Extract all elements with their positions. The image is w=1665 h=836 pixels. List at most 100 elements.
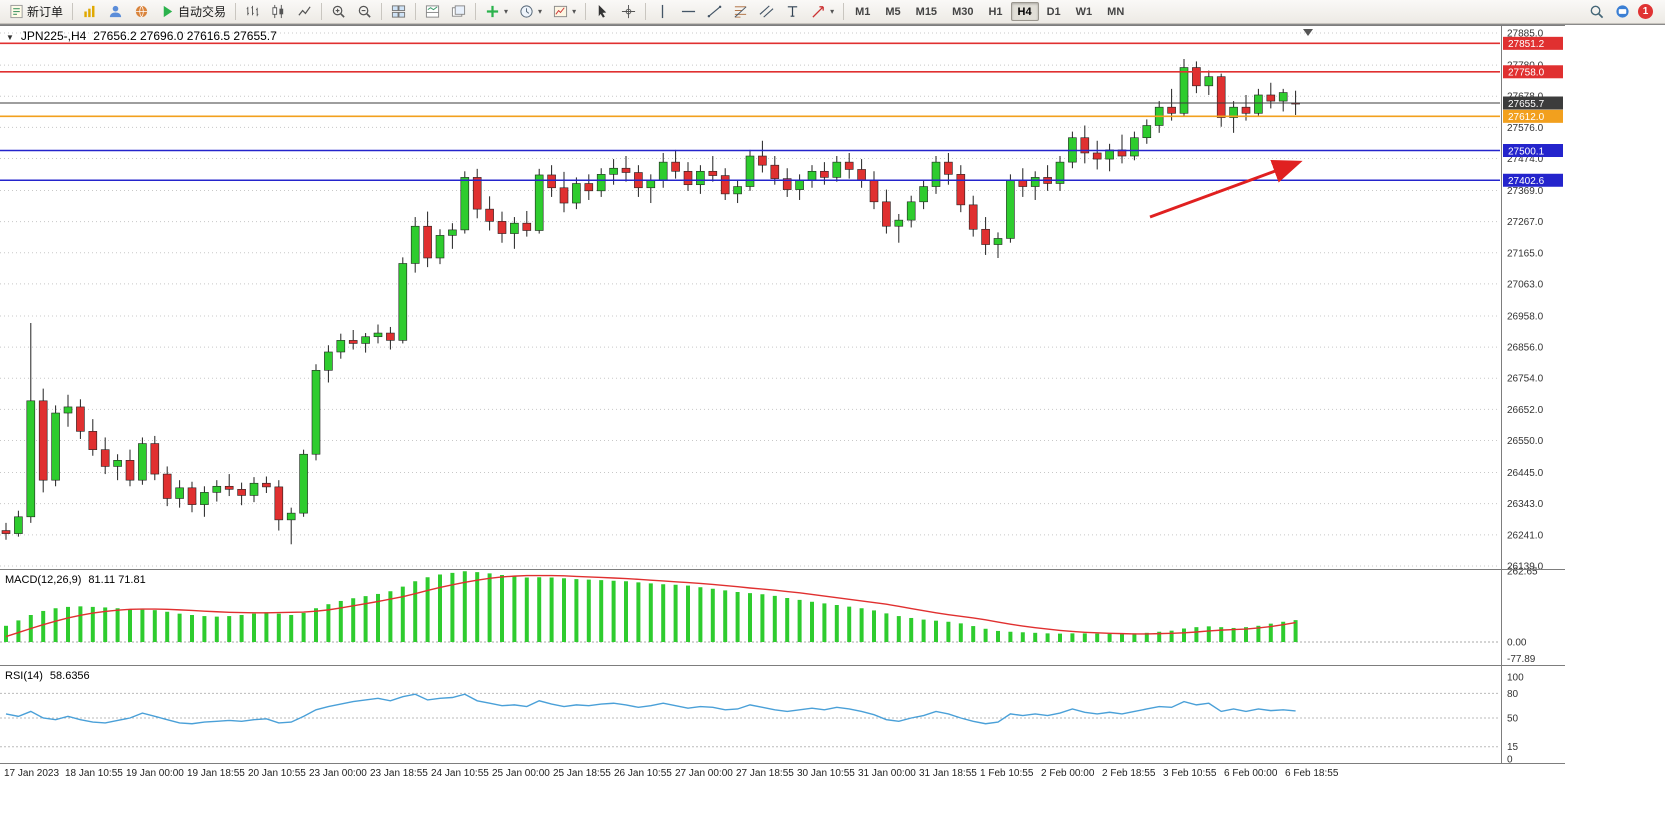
time-tick-label: 30 Jan 10:55 bbox=[797, 768, 855, 779]
channel-button[interactable] bbox=[754, 1, 779, 22]
candle-up bbox=[14, 516, 23, 534]
candle-down bbox=[758, 155, 767, 166]
macd-signal-line bbox=[5, 574, 1296, 638]
support-line-upper-flag-text: 27500.1 bbox=[1508, 146, 1545, 157]
arrows-icon bbox=[811, 4, 826, 19]
candle-down bbox=[522, 222, 532, 231]
support-line-upper-flag[interactable] bbox=[1503, 144, 1563, 158]
candle-up bbox=[795, 180, 804, 190]
toolbar-separator bbox=[381, 3, 383, 20]
timeframe-d1-button[interactable]: D1 bbox=[1040, 2, 1068, 21]
candle-up bbox=[1278, 92, 1288, 102]
cursor-button[interactable] bbox=[590, 1, 615, 22]
line-chart-button[interactable] bbox=[292, 1, 317, 22]
candle-down bbox=[1, 530, 11, 534]
autotrading-button[interactable]: 自动交易 bbox=[155, 1, 231, 22]
community-button[interactable] bbox=[129, 1, 154, 22]
rsi-pane: 100 80 50 15 0 bbox=[0, 673, 1524, 766]
candle-down bbox=[38, 400, 48, 481]
new-order-icon bbox=[9, 4, 24, 19]
candle-up bbox=[1055, 161, 1065, 184]
price-tick-label: 26856.0 bbox=[1507, 343, 1544, 354]
time-tick-label: 27 Jan 00:00 bbox=[675, 768, 733, 779]
chart-window[interactable]: 262.650.00-77.89100805015027885.027780.0… bbox=[0, 24, 1665, 784]
trendline-icon bbox=[707, 4, 722, 19]
timeframe-m30-button[interactable]: M30 bbox=[945, 2, 980, 21]
text-button[interactable] bbox=[780, 1, 805, 22]
candle-down bbox=[770, 164, 780, 179]
notification-badge[interactable]: 1 bbox=[1638, 4, 1653, 19]
timeframe-m1-button[interactable]: M1 bbox=[848, 2, 877, 21]
bar-chart-button[interactable] bbox=[240, 1, 265, 22]
candle-down bbox=[262, 482, 271, 488]
timeframe-mn-button[interactable]: MN bbox=[1100, 2, 1131, 21]
support-line-lower-flag[interactable] bbox=[1503, 173, 1563, 187]
dropdown-caret-icon: ▾ bbox=[504, 7, 509, 16]
candle-up bbox=[1229, 106, 1238, 118]
horizontal-line-button[interactable] bbox=[676, 1, 701, 22]
community-icon bbox=[134, 4, 149, 19]
dropdown-caret-icon: ▾ bbox=[572, 7, 577, 16]
zoom-in-button[interactable] bbox=[326, 1, 351, 22]
candle-down bbox=[1241, 106, 1251, 114]
candle-up bbox=[906, 201, 916, 221]
candle-up bbox=[1179, 67, 1189, 114]
candlestick-button[interactable] bbox=[266, 1, 291, 22]
templates-button[interactable]: ▾ bbox=[548, 1, 581, 22]
price-axis[interactable]: 27885.027780.027678.027576.027474.027369… bbox=[1501, 25, 1564, 763]
vertical-line-button[interactable] bbox=[650, 1, 675, 22]
crosshair-button[interactable] bbox=[616, 1, 641, 22]
timeframe-h1-button[interactable]: H1 bbox=[981, 2, 1009, 21]
notifications-button[interactable] bbox=[1610, 1, 1635, 22]
zoom-out-button[interactable] bbox=[352, 1, 377, 22]
dropdown-caret-icon: ▾ bbox=[830, 7, 835, 16]
arrows-button[interactable]: ▾ bbox=[806, 1, 839, 22]
pivot-line-flag[interactable] bbox=[1503, 109, 1563, 123]
tile-windows-icon bbox=[391, 4, 406, 19]
candle-down bbox=[274, 486, 284, 521]
time-axis[interactable]: 17 Jan 2023 18 Jan 10:55 19 Jan 00:00 19 Ja… bbox=[4, 768, 1339, 779]
candle-down bbox=[944, 161, 953, 175]
indicator-window-button[interactable] bbox=[420, 1, 445, 22]
add-indicator-button[interactable]: ▾ bbox=[480, 1, 513, 22]
candle-up bbox=[510, 222, 519, 234]
new-chart-button[interactable] bbox=[77, 1, 102, 22]
trend-arrow[interactable] bbox=[1149, 160, 1303, 219]
profiles-button[interactable] bbox=[103, 1, 128, 22]
rsi-axis-label: 80 bbox=[1507, 689, 1519, 700]
resistance-line-upper-flag[interactable] bbox=[1503, 36, 1563, 50]
arrange-windows-button[interactable] bbox=[446, 1, 471, 22]
candle-up bbox=[658, 161, 668, 181]
time-tick-label: 6 Feb 18:55 bbox=[1285, 768, 1339, 779]
candle-down bbox=[88, 431, 98, 450]
toolbar-separator bbox=[321, 3, 323, 20]
resistance-line-lower-flag[interactable] bbox=[1503, 65, 1563, 79]
current-price-line-flag[interactable] bbox=[1503, 96, 1563, 110]
timeframe-h4-button[interactable]: H4 bbox=[1010, 2, 1039, 21]
periods-button[interactable]: ▾ bbox=[514, 1, 547, 22]
text-icon bbox=[785, 4, 800, 19]
period-icon bbox=[519, 4, 534, 19]
tile-windows-button[interactable] bbox=[386, 1, 411, 22]
price-tick-label: 26241.0 bbox=[1507, 530, 1544, 541]
candle-down bbox=[472, 177, 482, 210]
dropdown-caret-icon: ▾ bbox=[538, 7, 543, 16]
chart-canvas[interactable]: 262.650.00-77.89100805015027885.027780.0… bbox=[0, 25, 1665, 785]
price-tick-label: 26754.0 bbox=[1507, 374, 1544, 385]
price-tick-label: 26445.0 bbox=[1507, 468, 1544, 479]
candle-up bbox=[931, 161, 941, 187]
timeframe-m15-button[interactable]: M15 bbox=[909, 2, 944, 21]
time-tick-label: 3 Feb 10:55 bbox=[1163, 768, 1217, 779]
search-button[interactable] bbox=[1584, 1, 1609, 22]
timeframe-m5-button[interactable]: M5 bbox=[878, 2, 907, 21]
price-tick-label: 27063.0 bbox=[1507, 279, 1544, 290]
new-order-button[interactable]: 新订单 bbox=[4, 1, 68, 22]
macd-axis-label: 262.65 bbox=[1507, 567, 1538, 578]
shift-marker-icon[interactable] bbox=[1303, 29, 1313, 36]
timeframe-w1-button[interactable]: W1 bbox=[1069, 2, 1100, 21]
candle-up bbox=[646, 180, 656, 189]
candle-up bbox=[460, 177, 470, 231]
fibonacci-button[interactable] bbox=[728, 1, 753, 22]
collapse-icon[interactable]: ▼ bbox=[6, 33, 14, 42]
trendline-button[interactable] bbox=[702, 1, 727, 22]
